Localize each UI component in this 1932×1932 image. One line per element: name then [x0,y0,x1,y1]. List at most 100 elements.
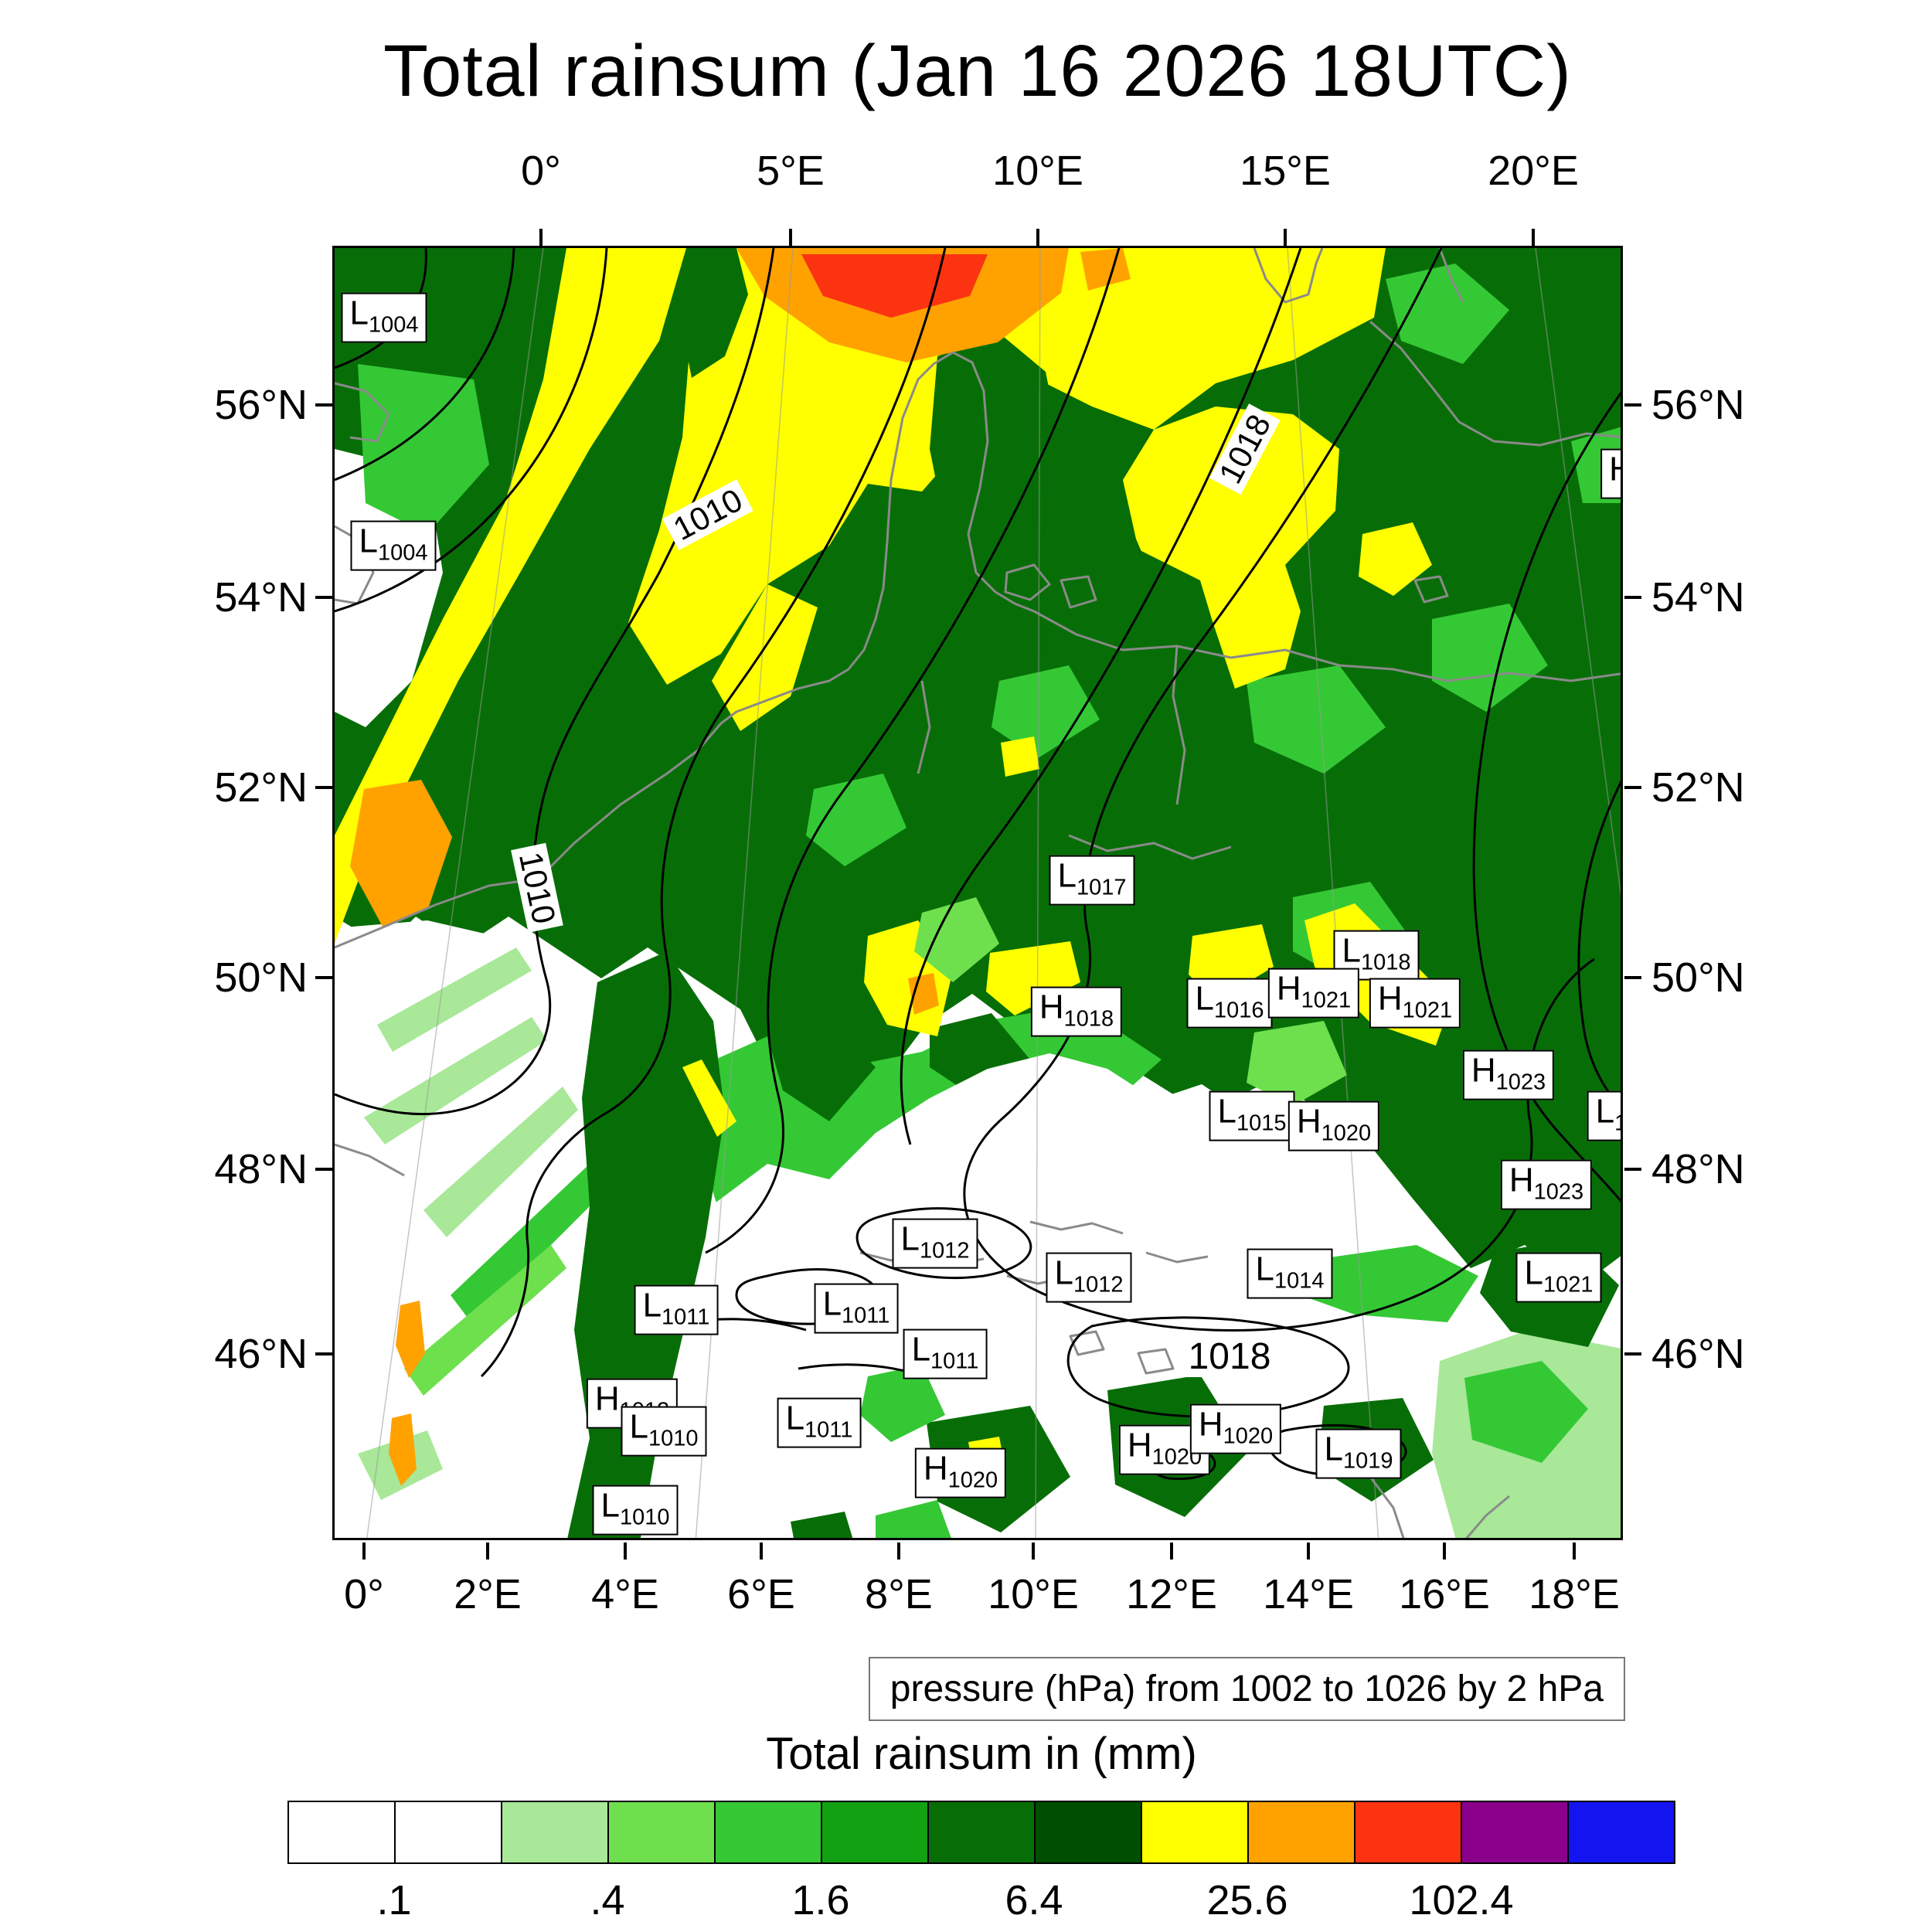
colorbar-cell [609,1802,716,1862]
axis-tick [1307,1543,1310,1560]
axis-tick [897,1543,900,1560]
colorbar [287,1801,1675,1864]
colorbar-tick-label: .4 [590,1877,625,1923]
axis-tick [1170,1543,1173,1560]
axis-tick [362,1543,366,1560]
pressure-center-label: H1021 [1369,978,1461,1029]
colorbar-cell [396,1802,502,1862]
axis-tick [624,1543,627,1560]
axis-label-top: 5°E [757,148,825,194]
axis-tick [1532,229,1535,246]
axis-tick [315,976,332,979]
axis-label-bottom: 0° [344,1571,384,1617]
axis-label-left: 54°N [214,574,308,621]
axis-tick [1624,1352,1641,1355]
colorbar-cell [1036,1802,1142,1862]
axis-tick [1036,229,1039,246]
axis-tick [1624,976,1641,979]
isobar-label: 1018 [1182,1337,1277,1377]
pressure-center-label: L1012 [1046,1252,1132,1303]
pressure-center-label: L1010 [621,1406,707,1457]
pressure-center-label: L1016 [1186,978,1273,1029]
axis-tick [1624,403,1641,406]
axis-label-bottom: 6°E [727,1571,795,1617]
pressure-center-label: H1020 [1189,1403,1282,1454]
axis-label-right: 50°N [1651,954,1745,1001]
pressure-center-label: H1021 [1267,968,1360,1019]
axis-tick [315,596,332,599]
pressure-center-label: L1018 [1333,930,1420,981]
axis-label-right: 54°N [1651,574,1745,621]
axis-label-left: 50°N [214,954,308,1001]
axis-label-bottom: 4°E [591,1571,659,1617]
axis-tick [1284,229,1287,246]
colorbar-tick-label: 1.6 [791,1877,850,1923]
pressure-center-label: L1021 [1515,1252,1602,1303]
pressure-center-label: L1004 [350,520,437,571]
axis-tick [315,403,332,406]
pressure-center-label: H1018 [1030,986,1123,1037]
axis-label-bottom: 14°E [1263,1571,1354,1617]
axis-label-right: 56°N [1651,382,1745,428]
axis-tick [486,1543,489,1560]
pressure-center-label: H1020 [1287,1100,1380,1151]
axis-label-bottom: 8°E [865,1571,933,1617]
pressure-center-label: L1015 [1209,1090,1295,1141]
map-plot: 1010 1018 1010 1018 L1004 L1004 L1017 L1… [332,246,1623,1540]
isobar-contours [335,248,1621,1481]
axis-label-left: 56°N [214,382,308,428]
axis-label-right: 46°N [1651,1331,1745,1377]
pressure-center-label: L1004 [341,292,427,343]
pressure-center-label: H1023 [1500,1159,1593,1210]
pressure-center-label: H [1600,448,1621,499]
colorbar-cell [289,1802,396,1862]
axis-label-bottom: 12°E [1126,1571,1217,1617]
pressure-center-label: L1014 [1247,1248,1333,1299]
axis-tick [1032,1543,1035,1560]
axis-label-bottom: 16°E [1399,1571,1490,1617]
colorbar-cell [1569,1802,1674,1862]
colorbar-title: Total rainsum in (mm) [766,1729,1197,1779]
axis-label-right: 48°N [1651,1146,1745,1192]
axis-label-top: 15°E [1240,148,1331,194]
pressure-center-label: L1019 [1315,1428,1402,1479]
axis-label-left: 52°N [214,764,308,811]
axis-label-bottom: 10°E [988,1571,1079,1617]
axis-tick [315,1168,332,1171]
axis-tick [315,786,332,789]
pressure-center-label: H1020 [914,1447,1007,1498]
pressure-range-caption: pressure (hPa) from 1002 to 1026 by 2 hP… [868,1657,1625,1721]
pressure-center-label: H1023 [1462,1049,1555,1100]
axis-tick [1443,1543,1446,1560]
colorbar-tick-label: 25.6 [1206,1877,1288,1923]
pressure-center-label: L1017 [1049,855,1135,906]
axis-tick [539,229,543,246]
axis-label-top: 10°E [992,148,1083,194]
axis-tick [1573,1543,1576,1560]
colorbar-cell [929,1802,1036,1862]
axis-label-bottom: 18°E [1529,1571,1620,1617]
pressure-center-label: L1011 [634,1284,719,1335]
axis-label-left: 48°N [214,1146,308,1192]
axis-label-bottom: 2°E [454,1571,522,1617]
axis-tick [760,1543,763,1560]
colorbar-cell [1355,1802,1462,1862]
colorbar-tick-label: 6.4 [1005,1877,1063,1923]
colorbar-cell [502,1802,609,1862]
axis-tick [1624,1168,1641,1171]
axis-tick [789,229,792,246]
pressure-center-label: L10 [1587,1090,1621,1141]
colorbar-tick-label: 102.4 [1409,1877,1514,1923]
colorbar-cell [716,1802,822,1862]
colorbar-cell [822,1802,929,1862]
pressure-center-label: L1011 [903,1328,988,1379]
axis-label-right: 52°N [1651,764,1745,811]
colorbar-cell [1462,1802,1569,1862]
axis-tick [1624,596,1641,599]
colorbar-cell [1142,1802,1249,1862]
axis-tick [1624,786,1641,789]
pressure-center-label: L1012 [892,1218,978,1269]
axis-tick [315,1352,332,1355]
pressure-center-label: L1011 [814,1283,899,1334]
